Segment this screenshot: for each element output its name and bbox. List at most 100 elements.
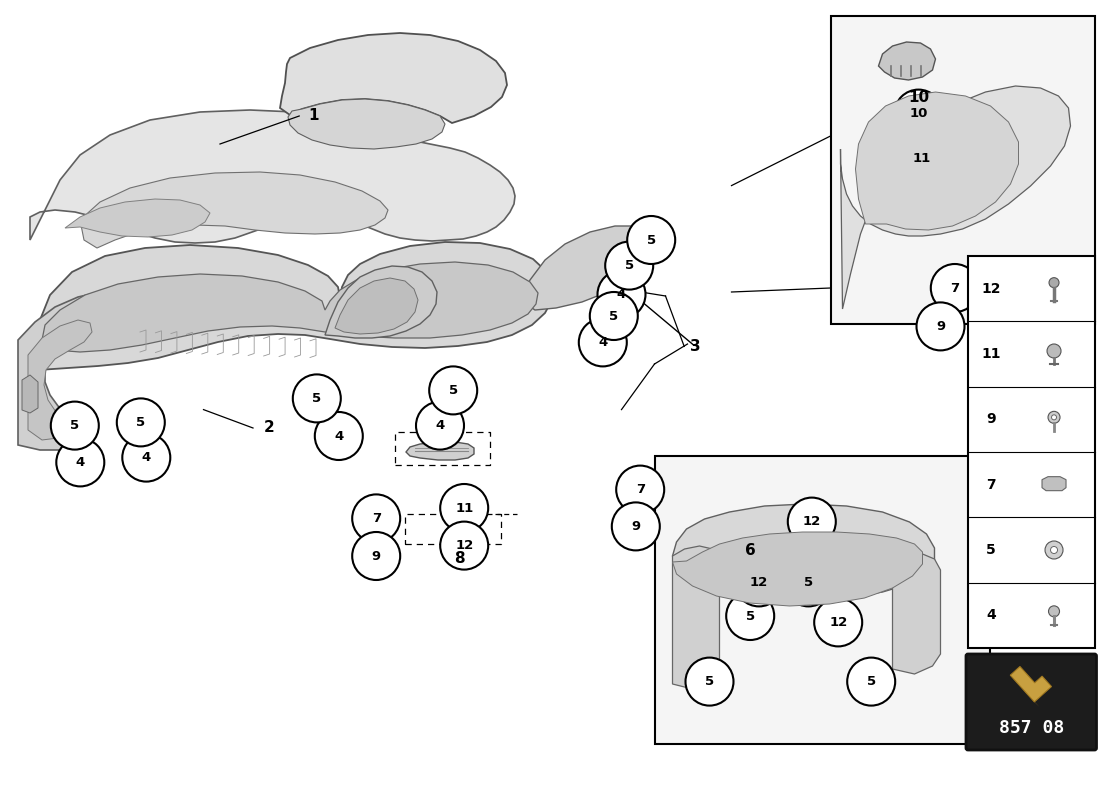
Polygon shape [856,92,1019,230]
Circle shape [784,558,833,606]
Polygon shape [840,86,1070,309]
Text: 5: 5 [449,384,458,397]
Circle shape [612,502,660,550]
Circle shape [352,532,400,580]
Circle shape [315,412,363,460]
Text: 12: 12 [981,282,1001,296]
Text: 5: 5 [70,419,79,432]
Text: 7: 7 [372,512,381,525]
Text: 4: 4 [76,456,85,469]
Text: 1: 1 [308,109,319,123]
Bar [968,256,1094,648]
Polygon shape [80,172,388,248]
Polygon shape [520,226,653,310]
Circle shape [122,434,170,482]
Text: 5: 5 [867,675,876,688]
Text: 10: 10 [908,90,930,105]
Circle shape [293,374,341,422]
Text: 11: 11 [913,152,931,165]
Text: 5: 5 [705,675,714,688]
Text: 5: 5 [609,310,618,322]
Text: 5: 5 [986,543,996,557]
Text: 3: 3 [690,339,701,354]
Text: 12: 12 [455,539,473,552]
Polygon shape [672,546,719,689]
Polygon shape [65,199,210,237]
Polygon shape [18,292,122,450]
Circle shape [352,494,400,542]
Polygon shape [30,110,515,243]
Circle shape [847,658,895,706]
Text: 12: 12 [803,515,821,528]
Text: 2: 2 [264,421,275,435]
Circle shape [605,242,653,290]
Bar [654,456,990,744]
Text: 5: 5 [804,576,813,589]
Text: 5: 5 [647,234,656,246]
Text: 4: 4 [334,430,343,442]
Text: 9: 9 [631,520,640,533]
Text: 12: 12 [750,576,768,589]
Polygon shape [324,266,437,338]
Polygon shape [22,375,38,413]
Circle shape [1050,546,1057,554]
Text: 4: 4 [617,288,626,301]
Text: 5: 5 [312,392,321,405]
Circle shape [814,598,862,646]
Circle shape [1045,541,1063,559]
Polygon shape [672,504,935,600]
Circle shape [1052,415,1056,420]
Circle shape [916,302,965,350]
Polygon shape [42,262,538,352]
Circle shape [579,318,627,366]
Polygon shape [280,33,507,123]
Circle shape [440,522,488,570]
Circle shape [616,466,664,514]
Polygon shape [879,42,935,80]
FancyBboxPatch shape [966,654,1097,750]
Circle shape [440,484,488,532]
Circle shape [1048,606,1059,617]
Text: 7: 7 [636,483,645,496]
Text: 6: 6 [745,543,756,558]
Polygon shape [28,320,92,440]
Circle shape [627,216,675,264]
Polygon shape [288,99,446,149]
Text: 7: 7 [950,282,959,294]
Text: 4: 4 [986,608,996,622]
Bar [830,16,1094,324]
Polygon shape [39,242,552,370]
Text: 4: 4 [598,336,607,349]
Text: 11: 11 [455,502,473,514]
Circle shape [898,134,946,182]
Circle shape [429,366,477,414]
Text: 5: 5 [625,259,634,272]
Text: 8: 8 [454,551,465,566]
Text: 857 08: 857 08 [999,718,1064,737]
Text: 5: 5 [136,416,145,429]
Text: 5: 5 [746,610,755,622]
Circle shape [685,658,734,706]
Polygon shape [892,554,940,674]
Circle shape [590,292,638,340]
Circle shape [931,264,979,312]
Polygon shape [1010,675,1040,707]
Text: 11: 11 [981,347,1001,361]
Text: 4: 4 [142,451,151,464]
Circle shape [735,558,783,606]
Text: 10: 10 [910,107,927,120]
Polygon shape [1010,666,1052,702]
Circle shape [788,498,836,546]
Circle shape [56,438,104,486]
Polygon shape [336,278,418,334]
Circle shape [726,592,774,640]
Text: 7: 7 [986,478,996,492]
Polygon shape [1042,477,1066,490]
Polygon shape [672,532,923,606]
Text: 9: 9 [986,412,996,426]
Circle shape [51,402,99,450]
Circle shape [1047,344,1062,358]
Circle shape [597,270,646,318]
Circle shape [416,402,464,450]
Text: 4: 4 [436,419,444,432]
